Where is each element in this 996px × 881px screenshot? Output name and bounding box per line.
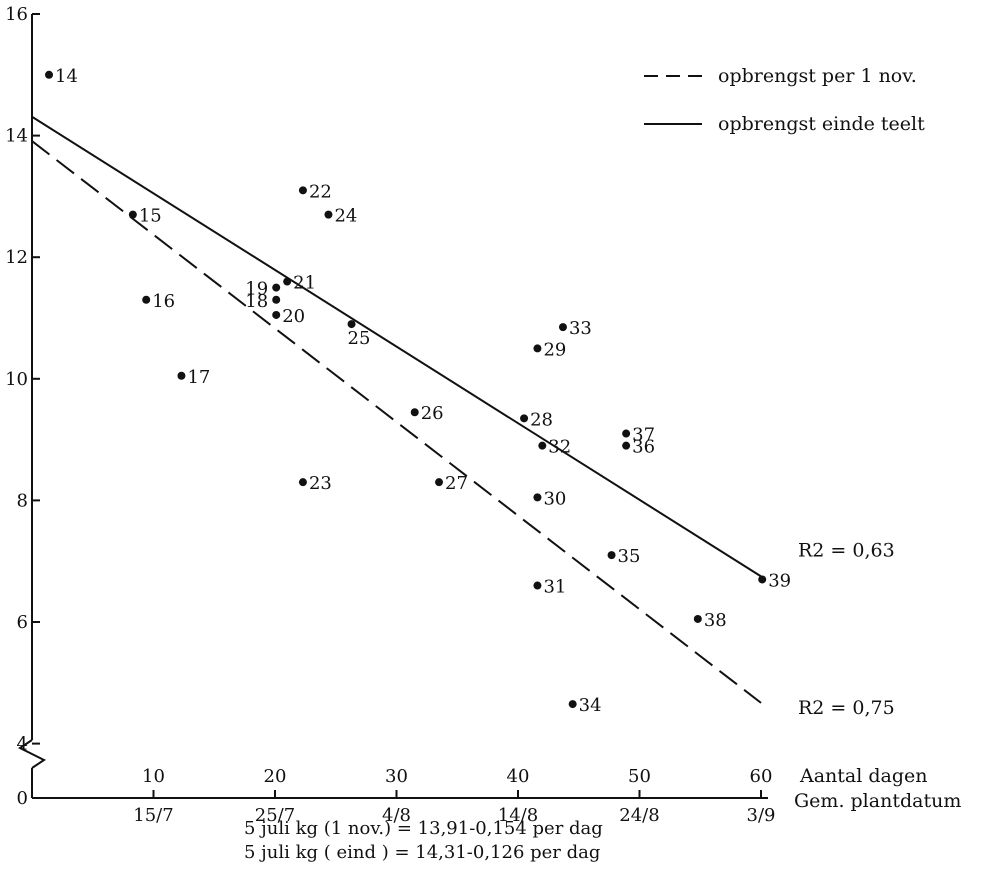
data-point-label: 35 bbox=[618, 546, 641, 567]
r2-labels: R2 = 0,75 R2 = 0,63 bbox=[798, 539, 895, 718]
data-point-14 bbox=[45, 71, 53, 79]
x-tick-label-days: 10 bbox=[142, 766, 165, 787]
y-tick-label: 12 bbox=[5, 247, 28, 268]
data-point-36 bbox=[622, 442, 630, 450]
data-point-16 bbox=[142, 296, 150, 304]
data-point-label: 21 bbox=[293, 273, 316, 294]
data-point-label: 38 bbox=[704, 610, 727, 631]
x-tick-label-days: 60 bbox=[750, 766, 773, 787]
data-point-label: 37 bbox=[632, 425, 655, 446]
data-point-label: 29 bbox=[543, 339, 566, 360]
data-point-21 bbox=[283, 278, 291, 286]
data-point-17 bbox=[177, 372, 185, 380]
data-point-label: 32 bbox=[548, 437, 571, 458]
data-point-15 bbox=[129, 211, 137, 219]
data-point-23 bbox=[299, 478, 307, 486]
data-point-label: 39 bbox=[768, 570, 791, 591]
data-point-24 bbox=[324, 211, 332, 219]
legend: opbrengst per 1 nov. opbrengst einde teel… bbox=[644, 65, 925, 135]
data-point-label: 34 bbox=[579, 695, 602, 716]
data-point-22 bbox=[299, 186, 307, 194]
data-point-29 bbox=[533, 344, 541, 352]
data-point-label: 15 bbox=[139, 206, 162, 227]
legend-label: opbrengst einde teelt bbox=[718, 113, 925, 135]
data-point-label: 16 bbox=[152, 291, 175, 312]
formula-eind: 5 juli kg ( eind ) = 14,31-0,126 per dag bbox=[244, 842, 600, 863]
data-point-19 bbox=[272, 284, 280, 292]
y-tick-label: 14 bbox=[5, 126, 28, 147]
data-point-35 bbox=[608, 551, 616, 559]
data-point-label: 17 bbox=[187, 367, 210, 388]
r2-label: R2 = 0,75 bbox=[798, 697, 895, 719]
x-tick-label-date: 24/8 bbox=[619, 805, 659, 826]
x-tick-label-days: 40 bbox=[507, 766, 530, 787]
data-point-33 bbox=[559, 323, 567, 331]
data-point-label: 20 bbox=[282, 306, 305, 327]
data-point-30 bbox=[533, 493, 541, 501]
data-point-label: 33 bbox=[569, 318, 592, 339]
data-point-label: 22 bbox=[309, 181, 332, 202]
data-point-34 bbox=[569, 700, 577, 708]
legend-label: opbrengst per 1 nov. bbox=[718, 65, 917, 87]
data-point-25 bbox=[348, 320, 356, 328]
axes bbox=[20, 14, 768, 798]
data-point-20 bbox=[272, 311, 280, 319]
formulas: 5 juli kg (1 nov.) = 13,91-0,154 per dag… bbox=[244, 818, 603, 863]
y-tick-label: 6 bbox=[17, 612, 28, 633]
data-point-18 bbox=[272, 296, 280, 304]
axis-titles: Aantal dagen Gem. plantdatum bbox=[794, 765, 961, 812]
data-point-31 bbox=[533, 582, 541, 590]
y-tick-label: 8 bbox=[17, 490, 28, 511]
x-axis-title-primary: Aantal dagen bbox=[799, 765, 928, 787]
data-point-label: 30 bbox=[543, 488, 566, 509]
formula-nov: 5 juli kg (1 nov.) = 13,91-0,154 per dag bbox=[244, 818, 603, 839]
x-tick-label-date: 15/7 bbox=[133, 805, 173, 826]
data-point-26 bbox=[411, 408, 419, 416]
y-tick-label: 16 bbox=[5, 4, 28, 25]
y-tick-label: 4 bbox=[17, 734, 28, 755]
x-tick-label-days: 30 bbox=[385, 766, 408, 787]
data-points: 1415161718192021222324252627282930313233… bbox=[45, 66, 791, 716]
x-tick-label-days: 20 bbox=[264, 766, 287, 787]
r2-label: R2 = 0,63 bbox=[798, 539, 895, 561]
data-point-label: 19 bbox=[245, 279, 268, 300]
data-point-label: 25 bbox=[348, 328, 371, 349]
data-point-label: 31 bbox=[543, 577, 566, 598]
data-point-28 bbox=[520, 414, 528, 422]
data-point-27 bbox=[435, 478, 443, 486]
data-point-label: 27 bbox=[445, 473, 468, 494]
data-point-label: 24 bbox=[334, 206, 357, 227]
data-point-label: 23 bbox=[309, 473, 332, 494]
data-point-label: 26 bbox=[421, 403, 444, 424]
x-axis-title-secondary: Gem. plantdatum bbox=[794, 790, 961, 812]
data-point-37 bbox=[622, 430, 630, 438]
data-point-38 bbox=[694, 615, 702, 623]
data-point-39 bbox=[758, 575, 766, 583]
y-ticks: 16 14 12 10 8 6 4 0 bbox=[5, 4, 40, 809]
data-point-label: 14 bbox=[55, 66, 78, 87]
data-point-32 bbox=[538, 442, 546, 450]
regression-line-eind bbox=[32, 117, 761, 577]
y-tick-label: 10 bbox=[5, 369, 28, 390]
x-tick-label-date: 3/9 bbox=[747, 805, 776, 826]
y-tick-label: 0 bbox=[17, 788, 28, 809]
x-tick-label-days: 50 bbox=[628, 766, 651, 787]
data-point-label: 28 bbox=[530, 409, 553, 430]
